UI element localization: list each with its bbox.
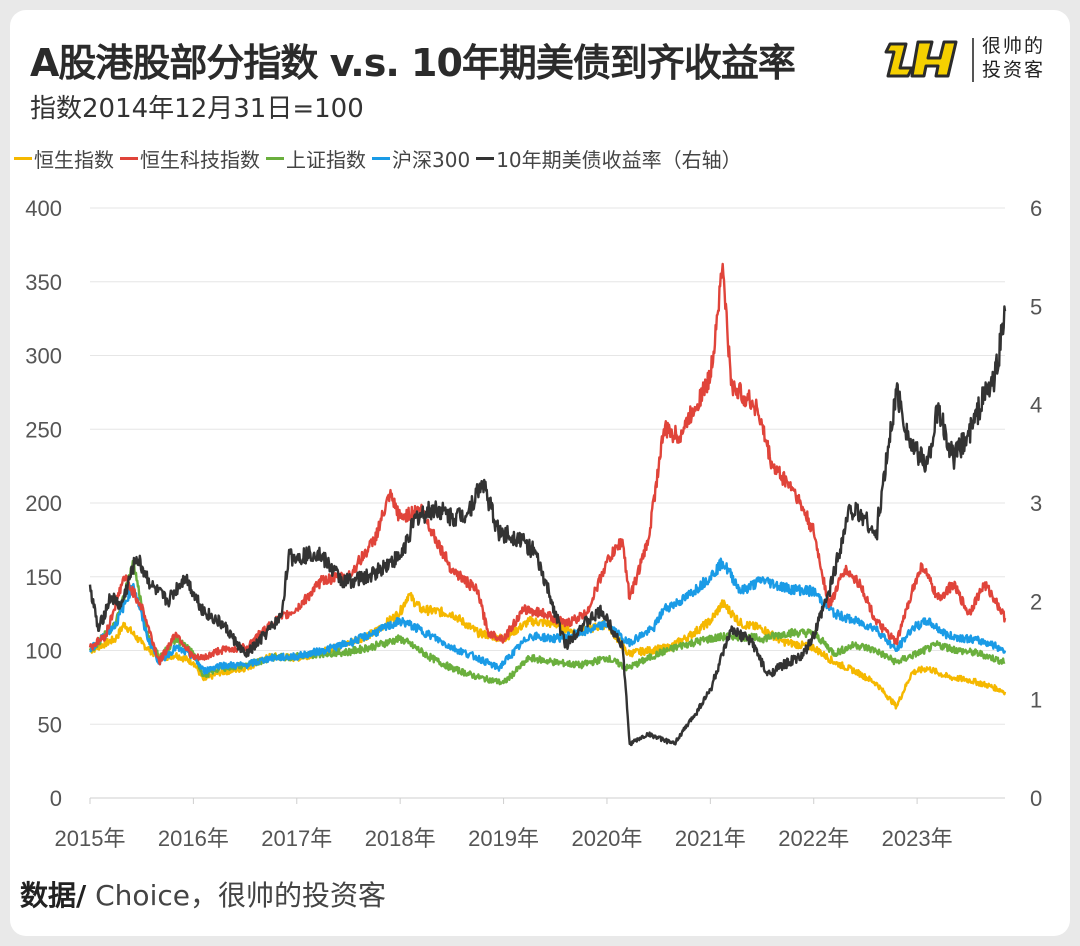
y-right-tick-label: 3 xyxy=(1030,491,1042,516)
page-title: A股港股部分指数 v.s. 10年期美债到齐收益率 xyxy=(30,41,796,85)
legend-swatch xyxy=(120,157,138,160)
legend-swatch xyxy=(266,157,284,160)
y-right-tick-label: 0 xyxy=(1030,786,1042,811)
legend-label: 10年期美债收益率（右轴） xyxy=(496,148,742,172)
legend-item-hsi: 恒生指数 xyxy=(14,144,114,173)
y-right-tick-label: 2 xyxy=(1030,589,1042,614)
x-tick-label: 2021年 xyxy=(675,826,746,851)
legend-label: 沪深300 xyxy=(392,148,471,172)
series-line-csi300 xyxy=(89,557,1007,675)
x-tick-label: 2022年 xyxy=(778,826,849,851)
logo-line2: 投资客 xyxy=(982,59,1046,81)
legend-label: 恒生指数 xyxy=(34,148,114,172)
x-tick-label: 2015年 xyxy=(55,826,126,851)
y-left-tick-label: 200 xyxy=(25,491,62,516)
x-tick-label: 2017年 xyxy=(261,826,332,851)
legend-label: 恒生科技指数 xyxy=(140,148,260,172)
legend-swatch xyxy=(476,157,495,160)
y-left-tick-label: 100 xyxy=(25,639,62,664)
source-note: 数据/ Choice，很帅的投资客 xyxy=(20,874,386,914)
y-right-tick-label: 4 xyxy=(1030,393,1042,418)
legend-item-hstech: 恒生科技指数 xyxy=(120,144,260,173)
chart-legend: 恒生指数 恒生科技指数 上证指数 沪深300 10年期美债收益率（右轴） xyxy=(14,144,742,173)
series-line-hstech xyxy=(88,262,1007,666)
brand-logo-icon xyxy=(884,40,958,78)
source-text: Choice，很帅的投资客 xyxy=(86,879,386,912)
chart-card: A股港股部分指数 v.s. 10年期美债到齐收益率 指数2014年12月31日=… xyxy=(10,10,1070,936)
legend-swatch xyxy=(372,157,390,160)
x-tick-label: 2019年 xyxy=(468,826,539,851)
page-subtitle: 指数2014年12月31日=100 xyxy=(30,94,364,124)
logo-text: 很帅的 投资客 xyxy=(982,34,1062,82)
logo-divider xyxy=(972,38,974,82)
x-tick-label: 2023年 xyxy=(882,826,953,851)
y-left-tick-label: 400 xyxy=(25,196,62,221)
y-right-tick-label: 1 xyxy=(1030,688,1042,713)
x-tick-label: 2018年 xyxy=(365,826,436,851)
y-left-tick-label: 250 xyxy=(25,417,62,442)
y-left-tick-label: 50 xyxy=(38,712,62,737)
y-left-tick-label: 0 xyxy=(50,786,62,811)
y-left-tick-label: 150 xyxy=(25,565,62,590)
series-line-ust10y xyxy=(88,305,1007,747)
legend-item-csi300: 沪深300 xyxy=(372,144,470,173)
brand-logo: 很帅的 投资客 xyxy=(882,32,1062,92)
series-line-sse xyxy=(88,559,1006,686)
source-label: 数据/ xyxy=(20,879,87,912)
logo-line1: 很帅的 xyxy=(982,35,1046,57)
legend-item-ust10y: 10年期美债收益率（右轴） xyxy=(476,144,742,173)
y-right-tick-label: 5 xyxy=(1030,294,1042,319)
x-tick-label: 2016年 xyxy=(158,826,229,851)
x-tick-label: 2020年 xyxy=(571,826,642,851)
y-left-tick-label: 300 xyxy=(25,344,62,369)
legend-swatch xyxy=(14,157,32,160)
series-line-hsi xyxy=(89,591,1007,710)
legend-item-sse: 上证指数 xyxy=(266,144,366,173)
legend-label: 上证指数 xyxy=(286,148,366,172)
y-left-tick-label: 350 xyxy=(25,270,62,295)
y-right-tick-label: 6 xyxy=(1030,196,1042,221)
